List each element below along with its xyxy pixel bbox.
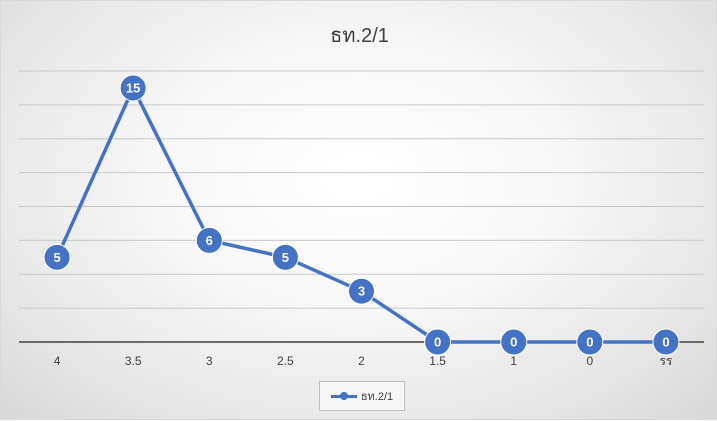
data-point [348, 277, 375, 305]
x-tick-label: 1 [510, 354, 517, 368]
x-tick-label: 0 [586, 354, 593, 368]
data-point [271, 243, 299, 271]
x-tick-label: 1.5 [429, 354, 446, 368]
data-label: 0 [662, 335, 669, 350]
x-tick-label: รร [659, 354, 672, 368]
data-point [652, 328, 680, 356]
x-tick-label: 3.5 [125, 354, 142, 368]
data-label: 0 [434, 335, 441, 350]
x-tick-label: 2 [358, 354, 365, 368]
legend-marker-icon [330, 391, 357, 401]
x-tick-label: 4 [54, 354, 61, 368]
data-point [576, 328, 604, 356]
data-label: 3 [358, 284, 365, 299]
data-point [195, 226, 223, 254]
data-point [119, 74, 147, 102]
data-point [424, 328, 452, 356]
chart-title: ธท.2/1 [330, 25, 389, 47]
data-point [43, 243, 71, 271]
data-label: 5 [282, 250, 289, 265]
data-label: 0 [510, 335, 517, 350]
data-label: 5 [53, 250, 60, 265]
x-tick-label: 2.5 [277, 354, 294, 368]
x-tick-label: 3 [206, 354, 213, 368]
data-label: 15 [126, 80, 140, 95]
data-label: 6 [206, 233, 213, 248]
data-point [500, 328, 528, 356]
legend: ธท.2/1 [319, 381, 405, 411]
data-label: 0 [586, 335, 593, 350]
legend-label: ธท.2/1 [360, 391, 394, 403]
